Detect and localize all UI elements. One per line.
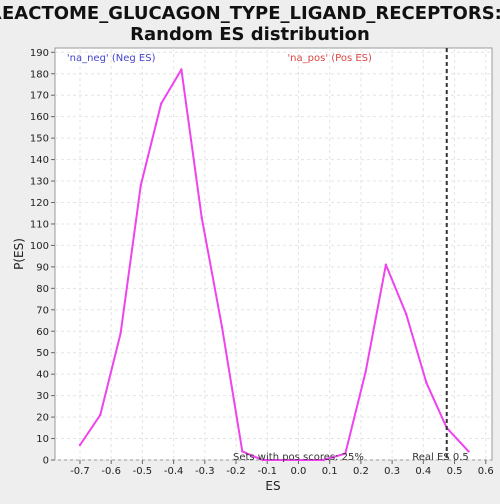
series-layer <box>78 68 470 462</box>
data-point <box>404 312 408 316</box>
data-point <box>78 443 82 447</box>
x-tick-label: 0.2 <box>353 466 369 477</box>
data-point <box>322 458 325 462</box>
y-tick-label: 50 <box>36 348 49 359</box>
y-tick-label: 100 <box>30 241 49 252</box>
y-tick-label: 190 <box>30 48 49 59</box>
data-point <box>220 325 224 329</box>
y-tick-label: 130 <box>30 177 49 188</box>
data-point <box>159 102 163 105</box>
data-point <box>467 450 470 453</box>
plot-area <box>54 47 493 461</box>
chart-title-line-1: REACTOME_GLUCAGON_TYPE_LIGAND_RECEPTORS: <box>0 3 500 24</box>
x-tick-label: 0.0 <box>291 466 307 477</box>
x-tick-label: -0.7 <box>70 466 90 477</box>
annotation-pos-es: 'na_pos' (Pos ES) <box>287 53 372 64</box>
x-tick-label: 0.4 <box>415 466 431 477</box>
data-point <box>180 68 183 71</box>
es-distribution-line <box>79 68 470 461</box>
annotation-neg-es: 'na_neg' (Neg ES) <box>67 53 156 64</box>
x-axis: -0.7 -0.6 -0.5 -0.4 -0.3 -0.2 -0.1 0.0 0.1 0.2 0.3… <box>70 460 494 477</box>
y-tick-label: 80 <box>36 284 49 295</box>
x-tick-label: -0.5 <box>133 466 153 477</box>
data-point <box>384 263 388 266</box>
data-point <box>281 458 285 462</box>
y-tick-label: 10 <box>36 434 49 445</box>
data-point <box>200 216 203 219</box>
grid <box>55 48 492 461</box>
y-tick-label: 0 <box>43 456 49 467</box>
data-point <box>261 458 264 462</box>
y-tick-label: 90 <box>36 262 49 273</box>
y-tick-label: 60 <box>36 327 49 338</box>
annotation-real-es: Real ES 0.5 <box>412 452 468 463</box>
x-tick-label: -0.6 <box>101 466 121 477</box>
data-point <box>241 450 244 453</box>
x-tick-label: -0.4 <box>164 466 184 477</box>
y-axis: 0 10 20 30 40 50 60 70 80 90 100 110 120 130 140 150 160… <box>30 48 55 467</box>
data-point <box>425 381 428 384</box>
y-tick-label: 140 <box>30 155 49 166</box>
x-tick-label: 0.1 <box>322 466 338 477</box>
x-tick-label: 0.5 <box>447 466 463 477</box>
y-tick-label: 150 <box>30 134 49 145</box>
y-tick-label: 120 <box>30 198 49 209</box>
x-tick-label: 0.3 <box>384 466 400 477</box>
x-tick-label: 0.6 <box>478 466 494 477</box>
y-tick-label: 160 <box>30 112 49 123</box>
y-tick-label: 40 <box>36 370 49 381</box>
data-point <box>344 452 347 455</box>
y-tick-label: 20 <box>36 413 49 424</box>
data-point <box>301 458 305 462</box>
y-tick-label: 110 <box>30 219 49 230</box>
data-point <box>139 184 143 187</box>
data-point <box>119 332 122 335</box>
y-axis-label: P(ES) <box>12 238 26 270</box>
x-axis-label: ES <box>265 479 280 493</box>
y-tick-label: 170 <box>30 91 49 102</box>
data-point <box>99 413 102 417</box>
x-tick-label: -0.3 <box>195 466 215 477</box>
y-tick-label: 180 <box>30 69 49 80</box>
x-tick-label: -0.2 <box>226 466 246 477</box>
chart-title-line-2: Random ES distribution <box>130 24 370 45</box>
y-tick-label: 70 <box>36 305 49 316</box>
x-tick-label: -0.1 <box>257 466 277 477</box>
data-point <box>364 370 367 374</box>
annotation-sets-pos: Sets with pos scores: 25% <box>233 452 364 463</box>
y-tick-label: 30 <box>36 391 49 402</box>
